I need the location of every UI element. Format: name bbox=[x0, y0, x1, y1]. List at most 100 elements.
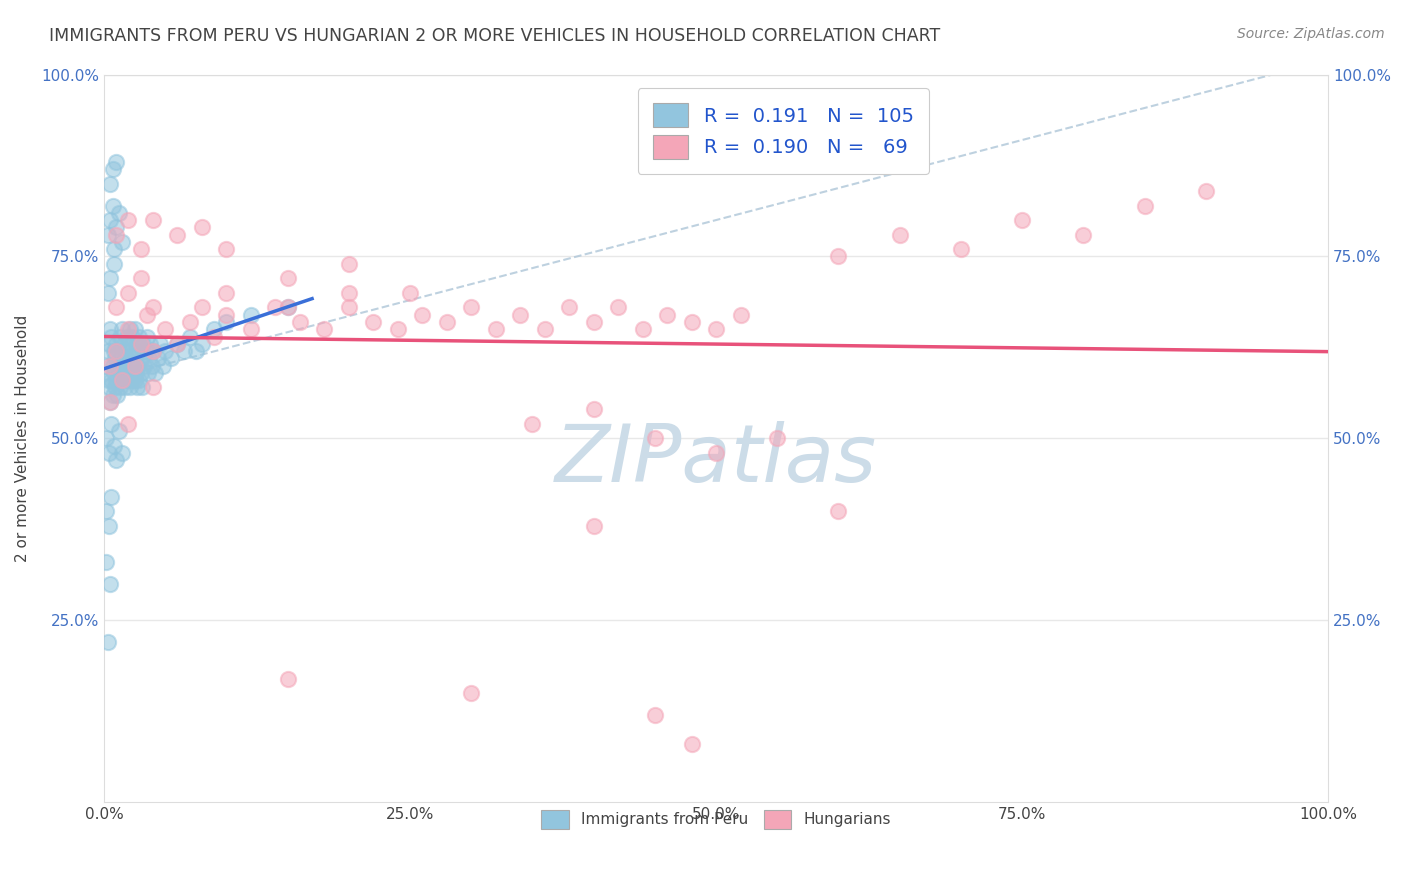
Point bbox=[96, 431, 118, 445]
Point bbox=[582, 315, 605, 329]
Point bbox=[120, 344, 142, 359]
Y-axis label: 2 or more Vehicles in Household: 2 or more Vehicles in Household bbox=[15, 315, 30, 562]
Point bbox=[101, 359, 124, 373]
Point bbox=[239, 308, 262, 322]
Point bbox=[215, 285, 238, 300]
Point bbox=[117, 359, 139, 373]
Point bbox=[135, 308, 157, 322]
Point bbox=[215, 315, 238, 329]
Point bbox=[97, 380, 120, 394]
Point bbox=[152, 359, 174, 373]
Point bbox=[120, 366, 142, 380]
Point bbox=[509, 308, 531, 322]
Point bbox=[124, 322, 146, 336]
Point bbox=[411, 308, 433, 322]
Point bbox=[107, 206, 129, 220]
Point bbox=[105, 220, 128, 235]
Point bbox=[139, 336, 162, 351]
Point bbox=[949, 242, 972, 256]
Point bbox=[125, 366, 148, 380]
Point bbox=[387, 322, 409, 336]
Point bbox=[129, 242, 152, 256]
Point bbox=[122, 359, 145, 373]
Point bbox=[114, 336, 136, 351]
Point bbox=[631, 322, 654, 336]
Point bbox=[145, 366, 167, 380]
Point bbox=[191, 336, 214, 351]
Point bbox=[117, 285, 139, 300]
Point bbox=[105, 453, 128, 467]
Point bbox=[533, 322, 555, 336]
Point bbox=[1011, 213, 1033, 227]
Point bbox=[314, 322, 336, 336]
Text: IMMIGRANTS FROM PERU VS HUNGARIAN 2 OR MORE VEHICLES IN HOUSEHOLD CORRELATION CH: IMMIGRANTS FROM PERU VS HUNGARIAN 2 OR M… bbox=[49, 27, 941, 45]
Point bbox=[97, 227, 120, 242]
Point bbox=[202, 329, 225, 343]
Point bbox=[129, 336, 152, 351]
Point bbox=[107, 388, 129, 402]
Point bbox=[103, 366, 125, 380]
Point bbox=[1195, 184, 1218, 198]
Point bbox=[105, 227, 128, 242]
Point bbox=[117, 322, 139, 336]
Point bbox=[107, 344, 129, 359]
Point bbox=[337, 257, 360, 271]
Point bbox=[117, 213, 139, 227]
Point bbox=[146, 351, 169, 366]
Point bbox=[118, 322, 141, 336]
Point bbox=[98, 395, 121, 409]
Point bbox=[98, 395, 121, 409]
Point bbox=[96, 504, 118, 518]
Point bbox=[97, 285, 120, 300]
Point bbox=[125, 336, 148, 351]
Point bbox=[111, 322, 134, 336]
Point bbox=[100, 373, 122, 387]
Point bbox=[141, 359, 163, 373]
Point bbox=[766, 431, 789, 445]
Point bbox=[184, 344, 207, 359]
Point bbox=[98, 271, 121, 285]
Point bbox=[337, 301, 360, 315]
Point bbox=[104, 380, 127, 394]
Point bbox=[125, 344, 148, 359]
Point bbox=[681, 315, 703, 329]
Point bbox=[436, 315, 458, 329]
Point bbox=[135, 344, 157, 359]
Point bbox=[129, 336, 152, 351]
Point bbox=[277, 271, 299, 285]
Point bbox=[138, 351, 160, 366]
Point bbox=[264, 301, 287, 315]
Point bbox=[644, 431, 666, 445]
Point bbox=[97, 373, 120, 387]
Point bbox=[522, 417, 544, 431]
Point bbox=[115, 351, 138, 366]
Point bbox=[115, 373, 138, 387]
Point bbox=[98, 577, 121, 591]
Point bbox=[134, 359, 156, 373]
Point bbox=[127, 359, 149, 373]
Point bbox=[277, 672, 299, 686]
Point bbox=[121, 329, 143, 343]
Point bbox=[97, 635, 120, 649]
Point bbox=[337, 285, 360, 300]
Point bbox=[142, 380, 165, 394]
Point bbox=[105, 154, 128, 169]
Point bbox=[1071, 227, 1094, 242]
Point bbox=[558, 301, 581, 315]
Point bbox=[277, 301, 299, 315]
Point bbox=[96, 359, 118, 373]
Point bbox=[97, 446, 120, 460]
Point bbox=[97, 344, 120, 359]
Point bbox=[107, 366, 129, 380]
Point bbox=[191, 220, 214, 235]
Text: Source: ZipAtlas.com: Source: ZipAtlas.com bbox=[1237, 27, 1385, 41]
Point bbox=[107, 359, 129, 373]
Point bbox=[118, 380, 141, 394]
Legend: Immigrants from Peru, Hungarians: Immigrants from Peru, Hungarians bbox=[536, 804, 897, 835]
Point bbox=[117, 336, 139, 351]
Point bbox=[166, 336, 188, 351]
Point bbox=[142, 344, 165, 359]
Point bbox=[104, 351, 127, 366]
Point bbox=[115, 366, 138, 380]
Point bbox=[655, 308, 678, 322]
